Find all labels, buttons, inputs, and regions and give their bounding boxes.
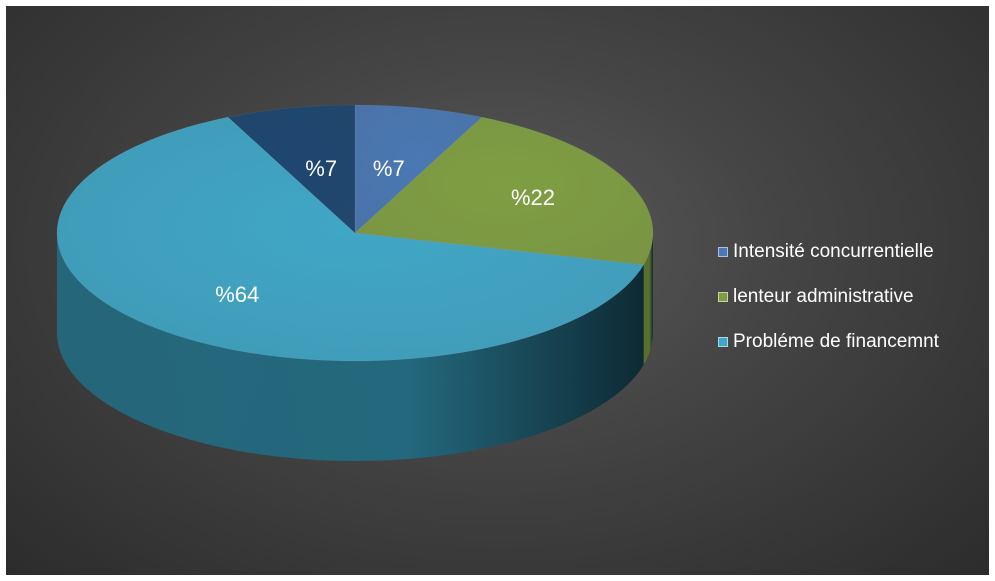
legend-label: Probléme de financemnt <box>733 331 939 352</box>
pie-slice-1 <box>354 116 654 266</box>
pie-tops <box>56 104 654 362</box>
data-label-0: %7 <box>373 156 405 181</box>
legend-item-intensite: Intensité concurrentielle <box>718 240 939 264</box>
pie-labels: %7 %22 %64 %7 <box>215 156 555 307</box>
legend-item-lenteur: lenteur administrative <box>718 285 939 309</box>
pie-slice-2 <box>56 116 645 362</box>
pie-slice-3 <box>227 104 356 234</box>
pie-chart: %7 %22 %64 %7 <box>56 104 654 461</box>
legend-item-financement: Probléme de financemnt <box>718 330 939 354</box>
pie-side-1 <box>643 233 653 365</box>
data-label-3: %7 <box>305 156 337 181</box>
legend: Intensité concurrentielle lenteur admini… <box>718 240 939 375</box>
legend-label: lenteur administrative <box>733 286 914 307</box>
legend-label: Intensité concurrentielle <box>733 241 934 262</box>
legend-swatch-icon <box>718 292 728 302</box>
legend-swatch-icon <box>718 337 728 347</box>
pie-side-2 <box>57 233 644 461</box>
chart-area: %7 %22 %64 %7 Intensité concurrentielle len… <box>6 6 989 575</box>
legend-swatch-icon <box>718 247 728 257</box>
data-label-2: %64 <box>215 282 259 307</box>
pie-slice-0 <box>354 104 483 234</box>
pie-sides <box>57 233 653 461</box>
data-label-1: %22 <box>511 185 555 210</box>
